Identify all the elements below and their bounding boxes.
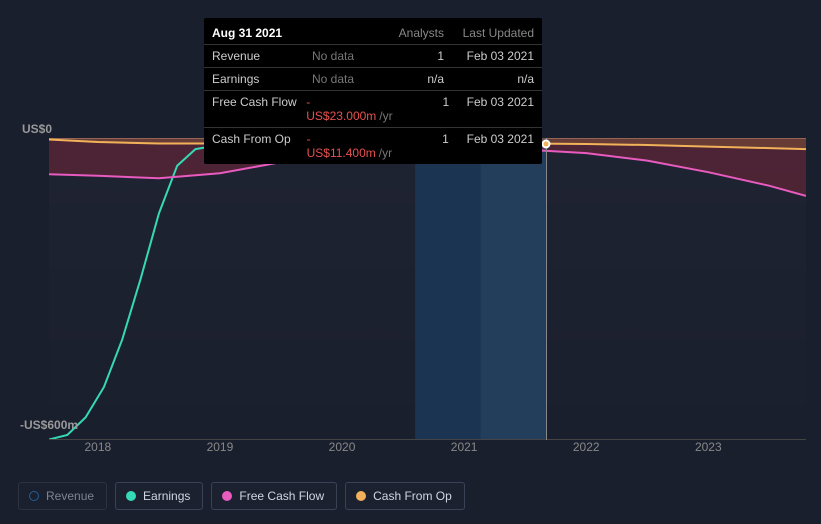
y-axis-bottom-label: -US$600m bbox=[20, 418, 78, 432]
legend-item-revenue[interactable]: Revenue bbox=[18, 482, 107, 510]
legend-label: Cash From Op bbox=[373, 489, 452, 503]
tooltip-col-analysts: Analysts bbox=[384, 26, 444, 40]
legend-label: Revenue bbox=[46, 489, 94, 503]
tooltip-date: Aug 31 2021 bbox=[212, 26, 384, 40]
tooltip-row-analysts: n/a bbox=[384, 72, 444, 86]
x-tick-label: 2019 bbox=[207, 440, 234, 454]
legend-swatch bbox=[356, 491, 366, 501]
x-tick-label: 2020 bbox=[329, 440, 356, 454]
legend-label: Free Cash Flow bbox=[239, 489, 324, 503]
cursor-dot bbox=[541, 139, 550, 148]
x-axis-labels: 2018 2019 2020 2021 2022 2023 bbox=[49, 440, 806, 456]
tooltip-row-value: No data bbox=[312, 49, 384, 63]
tooltip-row: RevenueNo data1Feb 03 2021 bbox=[204, 45, 542, 68]
cursor-line bbox=[546, 138, 547, 440]
x-tick-label: 2021 bbox=[451, 440, 478, 454]
tooltip-row-analysts: 1 bbox=[384, 49, 444, 63]
chart: US$0 -US$600m 201820192020202120222023 P… bbox=[18, 124, 806, 464]
x-tick-label: 2023 bbox=[695, 440, 722, 454]
legend-item-fcf[interactable]: Free Cash Flow bbox=[211, 482, 337, 510]
tooltip-row-value: No data bbox=[312, 72, 384, 86]
tooltip-row-analysts: 1 bbox=[393, 95, 450, 123]
chart-tooltip: Aug 31 2021 Analysts Last Updated Revenu… bbox=[204, 18, 542, 164]
x-tick-label: 2018 bbox=[84, 440, 111, 454]
tooltip-row: Free Cash Flow-US$23.000m/yr1Feb 03 2021 bbox=[204, 91, 542, 128]
plot-area[interactable] bbox=[49, 138, 806, 440]
tooltip-row-value: -US$23.000m/yr bbox=[306, 95, 392, 123]
legend-item-cfo[interactable]: Cash From Op bbox=[345, 482, 465, 510]
legend: Revenue Earnings Free Cash Flow Cash From O… bbox=[18, 482, 465, 510]
tooltip-row-analysts: 1 bbox=[392, 132, 449, 160]
tooltip-row-updated: Feb 03 2021 bbox=[444, 49, 534, 63]
tooltip-row-value: -US$11.400m/yr bbox=[307, 132, 393, 160]
tooltip-row-label: Revenue bbox=[212, 49, 312, 63]
y-axis-top-label: US$0 bbox=[22, 122, 52, 136]
tooltip-col-updated: Last Updated bbox=[444, 26, 534, 40]
legend-item-earnings[interactable]: Earnings bbox=[115, 482, 203, 510]
legend-swatch bbox=[126, 491, 136, 501]
legend-label: Earnings bbox=[143, 489, 190, 503]
legend-swatch bbox=[222, 491, 232, 501]
tooltip-row-updated: Feb 03 2021 bbox=[449, 132, 534, 160]
tooltip-row-label: Free Cash Flow bbox=[212, 95, 306, 123]
tooltip-row-label: Cash From Op bbox=[212, 132, 307, 160]
tooltip-row: Cash From Op-US$11.400m/yr1Feb 03 2021 bbox=[204, 128, 542, 164]
legend-swatch bbox=[29, 491, 39, 501]
tooltip-row-updated: Feb 03 2021 bbox=[449, 95, 534, 123]
tooltip-row-label: Earnings bbox=[212, 72, 312, 86]
tooltip-row: EarningsNo datan/an/a bbox=[204, 68, 542, 91]
x-tick-label: 2022 bbox=[573, 440, 600, 454]
tooltip-row-updated: n/a bbox=[444, 72, 534, 86]
tooltip-header: Aug 31 2021 Analysts Last Updated bbox=[204, 22, 542, 45]
